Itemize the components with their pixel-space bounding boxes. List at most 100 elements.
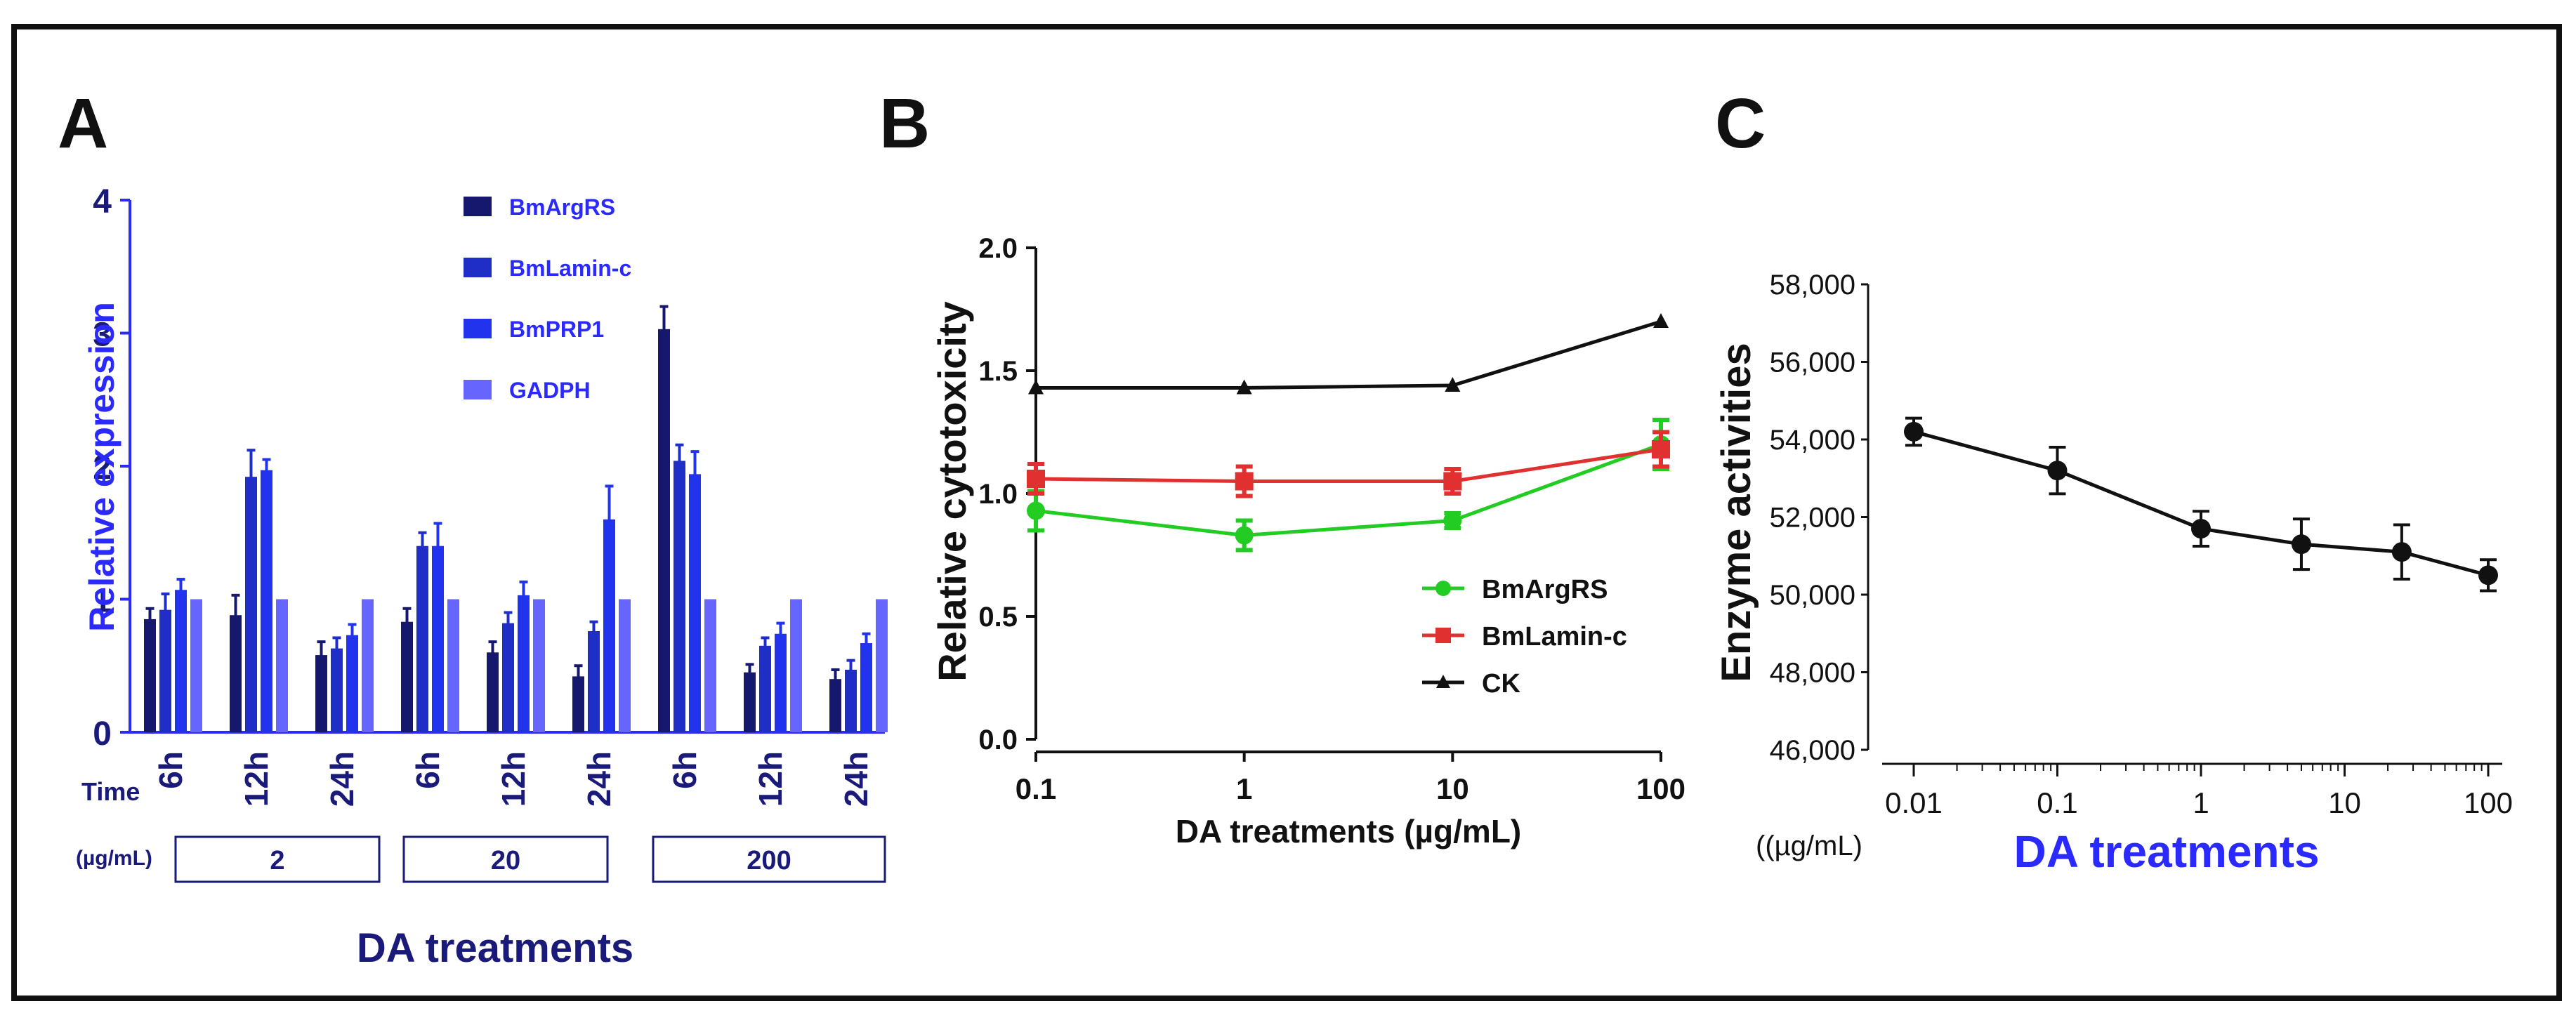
b-y-axis-label: Relative cytotoxicity	[930, 301, 974, 682]
b-x-tick-label: 100	[1636, 772, 1685, 805]
a-bar-bmargrs	[230, 615, 242, 732]
a-bar-gadph	[619, 599, 631, 732]
a-bar-bmargrs	[572, 676, 584, 732]
c-y-tick-label: 56,000	[1770, 348, 1855, 378]
panel-label-b: B	[879, 84, 930, 163]
c-line	[1913, 430, 2489, 577]
a-dose-unit-label: (µg/mL)	[76, 847, 152, 870]
a-bar-bmargrs	[401, 621, 413, 732]
c-x-tick-label: 100	[2464, 786, 2513, 819]
a-y-tick-label: 0	[93, 715, 112, 753]
a-time-tick-label: 24h	[581, 751, 617, 807]
a-bar-gadph	[190, 599, 202, 732]
a-dose-label: 2	[270, 846, 284, 875]
a-legend-swatch	[464, 319, 492, 338]
b-x-tick-label: 1	[1236, 772, 1252, 805]
a-bar-bmprp1	[689, 474, 701, 732]
a-dose-label: 200	[747, 846, 791, 875]
b-point-bmlamin-c	[1443, 472, 1462, 491]
b-legend-label: BmArgRS	[1482, 575, 1608, 604]
a-legend-label: BmArgRS	[509, 194, 615, 220]
a-bar-bmlamin-c	[588, 630, 600, 732]
b-legend-label: CK	[1482, 669, 1520, 699]
b-point-bmargrs	[1027, 501, 1045, 520]
a-bar-bmprp1	[346, 635, 358, 732]
panel-label-a: A	[58, 84, 108, 163]
a-bar-bmlamin-c	[673, 461, 685, 732]
a-bar-bmlamin-c	[502, 623, 514, 732]
a-time-label: Time	[81, 777, 140, 806]
b-y-tick-label: 0.0	[978, 725, 1018, 755]
c-x-axis-label: DA treatments	[2013, 826, 2319, 877]
b-x-axis-label: DA treatments (µg/mL)	[1176, 813, 1522, 849]
b-point-bmargrs	[1235, 526, 1254, 545]
a-bar-bmprp1	[432, 545, 444, 732]
b-line-bmargrs	[1035, 442, 1662, 538]
b-legend-marker	[1436, 675, 1450, 688]
b-point-bmlamin-c	[1027, 470, 1045, 488]
b-y-tick-label: 1.0	[978, 479, 1018, 510]
a-legend-swatch	[464, 197, 492, 216]
c-y-axis-label: Enzyme activities	[1714, 343, 1759, 682]
c-y-tick-label: 58,000	[1770, 270, 1855, 300]
b-legend-marker	[1435, 628, 1451, 643]
b-point-ck	[1445, 377, 1461, 392]
figure-frame	[11, 24, 2562, 1001]
c-point	[2191, 519, 2211, 539]
a-time-tick-label: 12h	[238, 751, 275, 807]
b-point-ck	[1653, 313, 1669, 328]
a-bar-bmlamin-c	[331, 648, 343, 732]
a-time-tick-label: 12h	[752, 751, 789, 807]
b-line-ck	[1036, 319, 1662, 390]
panel-label-c: C	[1715, 84, 1766, 163]
a-bar-bmlamin-c	[416, 545, 428, 732]
a-bar-bmlamin-c	[245, 477, 257, 732]
b-point-bmargrs	[1443, 511, 1462, 530]
b-line-bmlamin-c	[1035, 447, 1662, 483]
a-bar-bmargrs	[487, 652, 499, 732]
c-x-tick-label: 10	[2328, 786, 2361, 819]
a-legend-label: BmPRP1	[509, 317, 604, 342]
a-bar-gadph	[876, 599, 888, 732]
b-point-ck	[1028, 379, 1044, 395]
b-legend-marker	[1435, 581, 1451, 596]
b-point-ck	[1236, 379, 1252, 395]
a-bar-bmprp1	[860, 643, 872, 732]
a-time-tick-label: 6h	[666, 751, 703, 789]
a-bar-bmprp1	[175, 590, 187, 732]
a-bar-gadph	[447, 599, 459, 732]
a-legend-swatch	[464, 380, 492, 399]
a-bar-bmlamin-c	[845, 669, 857, 732]
a-bar-gadph	[533, 599, 545, 732]
a-time-tick-label: 12h	[495, 751, 532, 807]
panel-b-chart: 0.0 0.5 1.0 1.5 2.0 0.1 1 10 100 Relative cytotox…	[930, 233, 1685, 849]
c-y-tick-label: 50,000	[1770, 580, 1855, 611]
a-y-tick-label: 3	[93, 317, 112, 354]
a-bar-bmargrs	[658, 329, 670, 732]
a-legend-label: BmLamin-c	[509, 256, 631, 281]
a-time-tick-label: 6h	[152, 751, 189, 789]
a-bar-bmprp1	[775, 633, 787, 732]
a-bar-gadph	[790, 599, 802, 732]
a-bar-bmprp1	[261, 470, 272, 732]
a-dose-box	[652, 835, 886, 883]
c-y-tick-label: 52,000	[1770, 503, 1855, 534]
c-unit-label: ((µg/mL)	[1756, 831, 1862, 861]
panel-c-chart: 46,000 48,000 50,000 52,000 54,000 56,000 58,0…	[1714, 270, 2513, 877]
a-bar-bmlamin-c	[759, 645, 771, 732]
a-bar-bmlamin-c	[159, 609, 171, 732]
c-y-tick-label: 48,000	[1770, 658, 1855, 689]
c-point	[2391, 542, 2412, 562]
c-point	[1904, 421, 1924, 442]
a-bar-bmprp1	[603, 519, 615, 732]
c-point	[2291, 534, 2311, 555]
a-legend-swatch	[464, 258, 492, 277]
c-x-tick-label: 0.1	[2037, 786, 2077, 819]
a-time-tick-label: 24h	[838, 751, 874, 807]
a-bar-gadph	[276, 599, 288, 732]
c-point	[2047, 461, 2068, 481]
c-x-tick-label: 0.01	[1885, 786, 1943, 819]
b-y-tick-label: 0.5	[978, 602, 1018, 633]
b-y-tick-label: 1.5	[978, 356, 1018, 387]
